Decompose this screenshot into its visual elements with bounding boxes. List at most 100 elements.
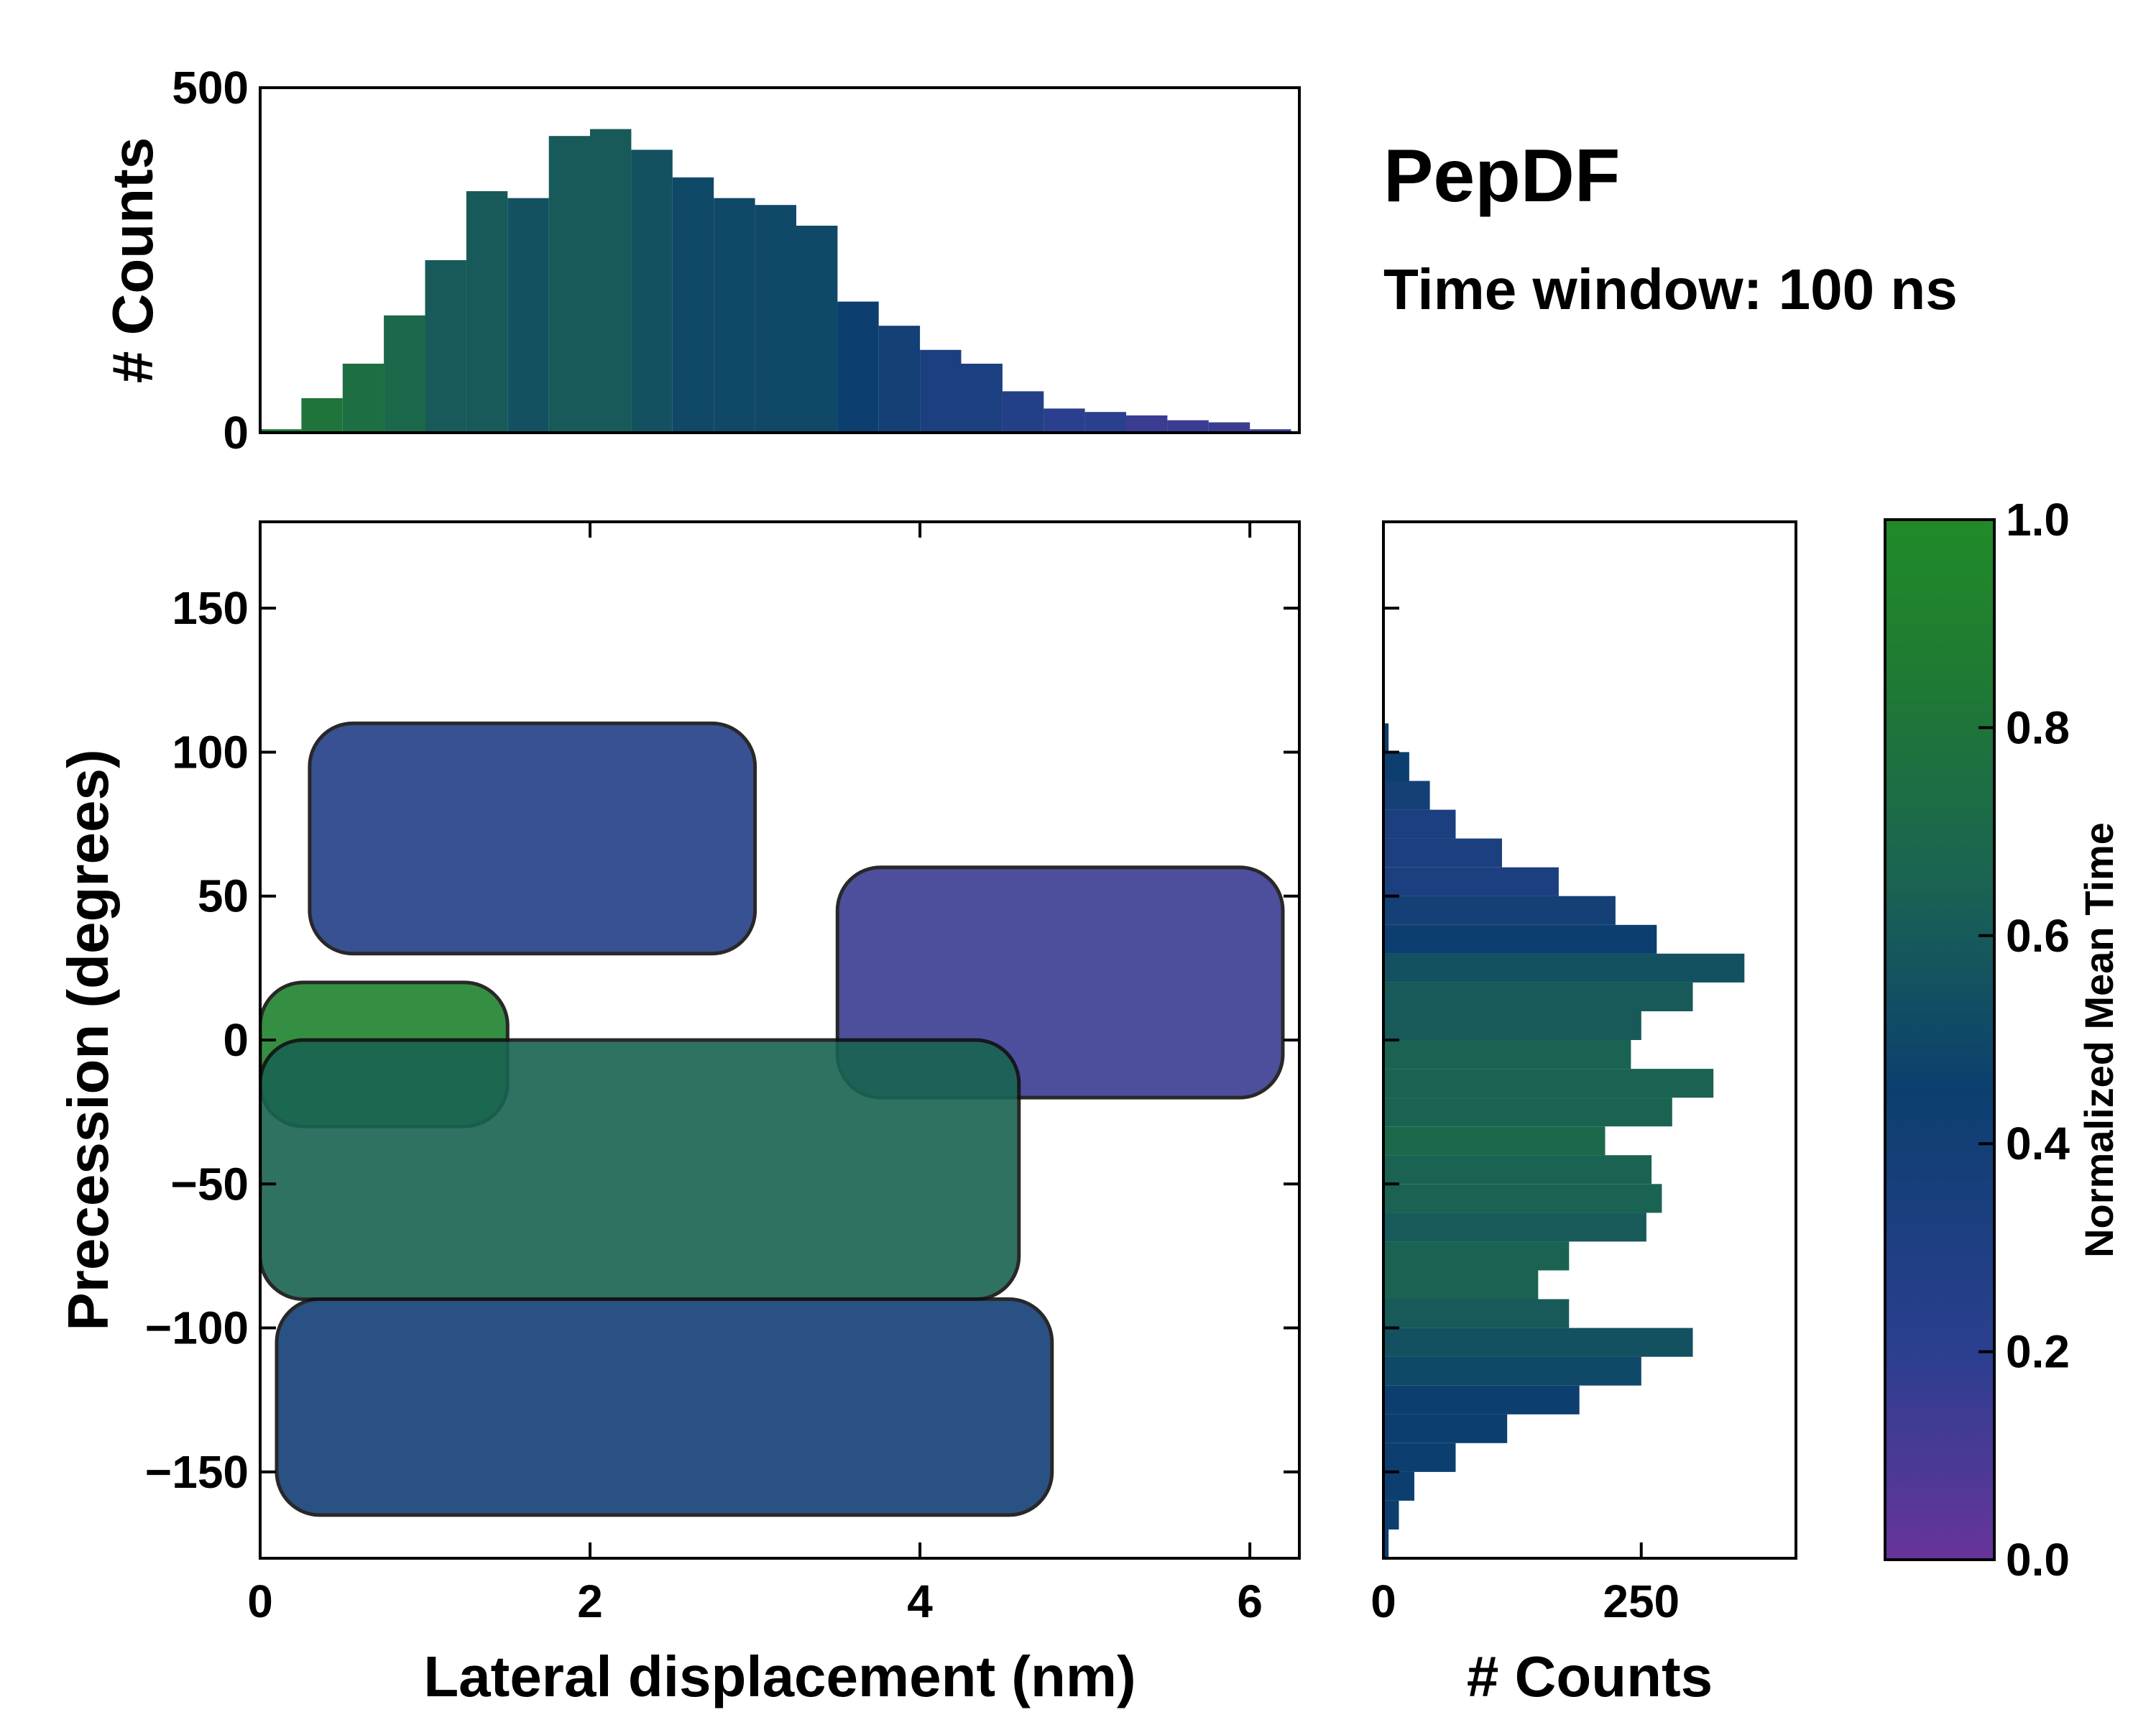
- top-histogram-bar: [466, 191, 508, 433]
- right-histogram-bar: [1383, 1069, 1714, 1098]
- top-histogram-bar: [796, 226, 838, 433]
- top-histogram-yticks: 500 0: [172, 62, 275, 459]
- figure-subtitle: Time window: 100 ns: [1383, 257, 1958, 321]
- heatmap-region: [308, 721, 757, 956]
- colorbar-label: Normalized Mean Time: [2076, 822, 2122, 1258]
- top-ytick-label: 500: [172, 62, 249, 114]
- top-histogram: 500 0 # Counts: [101, 62, 1301, 459]
- right-histogram-bar: [1383, 982, 1693, 1011]
- right-histogram-xlabel: # Counts: [1467, 1644, 1713, 1708]
- right-histogram-bar: [1383, 1471, 1414, 1501]
- right-histogram-bar: [1383, 781, 1430, 810]
- right-histogram-xticks: 0 250: [1370, 607, 1680, 1627]
- right-histogram-bar: [1383, 1500, 1399, 1530]
- top-ytick-label: 0: [223, 407, 249, 459]
- main-ytick-label: 0: [223, 1014, 249, 1066]
- right-histogram-bar: [1383, 1385, 1580, 1414]
- colorbar-tick-label: 0.0: [2006, 1534, 2070, 1586]
- right-histogram-bar: [1383, 1529, 1389, 1558]
- right-histogram: 0 250 # Counts: [1370, 520, 1797, 1708]
- right-histogram-bar: [1383, 1040, 1631, 1070]
- right-histogram-bar: [1383, 1098, 1672, 1127]
- colorbar-ticks: 1.0 0.8 0.6 0.4 0.2 0.0: [1978, 494, 2070, 1586]
- main-xtick-label: 0: [247, 1576, 273, 1627]
- top-histogram-bar: [590, 129, 632, 433]
- right-histogram-bar: [1383, 1328, 1693, 1357]
- heatmap-region: [260, 1038, 1021, 1301]
- top-histogram-bar: [384, 315, 425, 433]
- main-ytick-label: 150: [172, 582, 249, 634]
- main-ytick-label: −50: [170, 1158, 249, 1210]
- top-histogram-bar: [507, 198, 549, 433]
- colorbar-tick-label: 0.6: [2006, 910, 2070, 962]
- top-histogram-bar: [672, 177, 714, 433]
- colorbar-tick-label: 0.2: [2006, 1326, 2070, 1378]
- top-histogram-bar: [1044, 408, 1085, 433]
- right-histogram-bar: [1383, 1213, 1646, 1242]
- main-ytick-label: 100: [172, 726, 249, 778]
- colorbar-tick-label: 1.0: [2006, 494, 2070, 546]
- main-ylabel: Precession (degrees): [56, 749, 120, 1330]
- top-histogram-bar: [342, 364, 384, 433]
- right-histogram-bar: [1383, 1011, 1641, 1040]
- right-histogram-bar: [1383, 867, 1559, 896]
- main-xtick-label: 4: [907, 1576, 933, 1627]
- heatmap-region: [275, 1297, 1054, 1517]
- top-histogram-bar: [878, 326, 921, 433]
- right-histogram-bar: [1383, 924, 1657, 954]
- main-xlabel: Lateral displacement (nm): [423, 1644, 1135, 1708]
- colorbar-gradient: [1884, 518, 1996, 1561]
- top-histogram-frame: [259, 86, 1301, 434]
- top-histogram-bar: [755, 205, 796, 433]
- colorbar-tick-label: 0.8: [2006, 702, 2070, 753]
- right-histogram-bar: [1383, 1270, 1539, 1300]
- top-histogram-bar: [837, 301, 879, 433]
- top-histogram-bar: [260, 429, 302, 433]
- top-histogram-bar: [301, 398, 343, 433]
- right-xtick-label: 250: [1603, 1576, 1680, 1627]
- figure-title: PepDF: [1383, 134, 1620, 218]
- main-ytick-label: −150: [145, 1446, 249, 1498]
- top-histogram-bar: [425, 260, 466, 433]
- right-histogram-bar: [1383, 723, 1389, 753]
- top-histogram-bar: [961, 364, 1003, 433]
- top-histogram-bars: [260, 129, 1291, 433]
- top-histogram-bar: [920, 349, 962, 433]
- right-histogram-bar: [1383, 1414, 1508, 1443]
- top-histogram-bar: [1250, 429, 1291, 433]
- main-heatmap: 0 2 4 6 150 100 50 0 −50 −100 −150 Lateral displa…: [56, 520, 1301, 1708]
- top-histogram-bar: [1126, 415, 1168, 433]
- top-histogram-bar: [548, 136, 591, 433]
- right-xtick-label: 0: [1370, 1576, 1396, 1627]
- right-histogram-bar: [1383, 1126, 1606, 1156]
- top-histogram-ylabel: # Counts: [101, 137, 165, 383]
- right-histogram-bars: [1383, 723, 1745, 1558]
- colorbar: 1.0 0.8 0.6 0.4 0.2 0.0 Normalized Mean Time: [1884, 494, 2122, 1586]
- heatmap-regions: [260, 721, 1285, 1517]
- right-histogram-bar: [1383, 953, 1745, 983]
- main-xtick-label: 6: [1237, 1576, 1263, 1627]
- right-histogram-bar: [1383, 1299, 1570, 1328]
- right-histogram-bar: [1383, 752, 1409, 781]
- top-histogram-bar: [631, 150, 673, 433]
- top-histogram-bar: [1084, 412, 1126, 433]
- right-histogram-bar: [1383, 1184, 1662, 1213]
- main-xtick-label: 2: [577, 1576, 603, 1627]
- top-histogram-bar: [1167, 420, 1209, 433]
- main-xticks: 0 2 4 6: [247, 522, 1263, 1627]
- right-histogram-bar: [1383, 838, 1502, 868]
- right-histogram-bar: [1383, 809, 1456, 839]
- colorbar-tick-label: 0.4: [2006, 1118, 2070, 1169]
- top-histogram-bar: [1002, 391, 1044, 433]
- top-histogram-bar: [1208, 422, 1250, 433]
- main-ytick-label: 50: [198, 870, 249, 922]
- right-histogram-bar: [1383, 896, 1616, 925]
- right-histogram-bar: [1383, 1155, 1652, 1184]
- top-histogram-bar: [714, 198, 755, 433]
- main-yticks: 150 100 50 0 −50 −100 −150: [145, 582, 1299, 1498]
- right-histogram-bar: [1383, 1241, 1570, 1271]
- right-histogram-bar: [1383, 1443, 1456, 1472]
- right-histogram-bar: [1383, 1356, 1641, 1386]
- main-ytick-label: −100: [145, 1302, 249, 1354]
